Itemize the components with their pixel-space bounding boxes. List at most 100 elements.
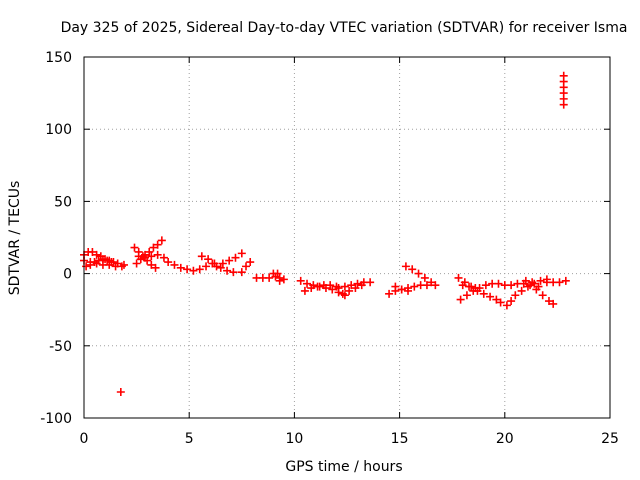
- data-point: [507, 281, 516, 290]
- x-tick-label: 20: [496, 431, 514, 447]
- data-point: [422, 281, 431, 290]
- data-point: [88, 247, 97, 256]
- data-point: [401, 262, 410, 271]
- data-point: [328, 285, 337, 294]
- data-point: [195, 265, 204, 274]
- data-point: [471, 284, 480, 293]
- data-point: [153, 240, 162, 249]
- data-point: [273, 269, 282, 278]
- data-point: [431, 281, 440, 290]
- data-point: [151, 263, 160, 272]
- chart-title: Day 325 of 2025, Sidereal Day-to-day VTE…: [61, 20, 628, 36]
- data-point: [494, 279, 503, 288]
- data-point: [404, 286, 413, 295]
- data-point: [420, 273, 429, 282]
- y-tick-label: 50: [54, 194, 72, 210]
- data-point: [107, 258, 116, 267]
- data-point: [492, 295, 501, 304]
- data-point: [544, 297, 553, 306]
- y-tick-label: 100: [45, 122, 72, 138]
- data-point: [366, 278, 375, 287]
- data-point: [559, 71, 568, 80]
- data-point: [132, 259, 141, 268]
- data-point: [534, 282, 543, 291]
- data-point: [153, 250, 162, 259]
- data-point: [307, 284, 316, 293]
- data-point: [385, 289, 394, 298]
- data-point: [170, 260, 179, 269]
- x-tick-label: 25: [601, 431, 619, 447]
- data-point: [410, 282, 419, 291]
- data-point: [183, 265, 192, 274]
- data-point: [502, 301, 511, 310]
- data-point: [145, 247, 154, 256]
- data-points: [80, 71, 570, 397]
- data-point: [82, 262, 91, 271]
- data-point: [103, 256, 112, 265]
- x-tick-label: 10: [285, 431, 303, 447]
- data-point: [507, 297, 516, 306]
- data-point: [326, 281, 335, 290]
- data-point: [353, 279, 362, 288]
- data-point: [218, 259, 227, 268]
- x-tick-label: 15: [391, 431, 409, 447]
- data-point: [237, 249, 246, 258]
- y-axis-label: SDTVAR / TECUs: [7, 181, 23, 296]
- grid-lines: [84, 57, 610, 418]
- data-point: [338, 289, 347, 298]
- data-point: [204, 255, 213, 264]
- data-point: [528, 278, 537, 287]
- data-point: [130, 243, 139, 252]
- data-point: [549, 299, 558, 308]
- data-point: [164, 258, 173, 267]
- data-point: [117, 262, 126, 271]
- data-point: [536, 276, 545, 285]
- data-point: [147, 252, 156, 261]
- data-point: [456, 295, 465, 304]
- data-point: [334, 284, 343, 293]
- data-point: [313, 282, 322, 291]
- data-point: [397, 285, 406, 294]
- plot-frame: [83, 56, 611, 419]
- data-point: [134, 252, 143, 261]
- data-point: [86, 260, 95, 269]
- data-point: [189, 266, 198, 275]
- data-point: [223, 266, 232, 275]
- data-point: [149, 243, 158, 252]
- data-point: [141, 253, 150, 262]
- data-point: [300, 286, 309, 295]
- data-point: [159, 253, 168, 262]
- data-point: [197, 252, 206, 261]
- data-point: [521, 276, 530, 285]
- data-point: [94, 256, 103, 265]
- data-point: [465, 282, 474, 291]
- data-point: [225, 256, 234, 265]
- data-point: [246, 258, 255, 267]
- x-tick-label: 0: [80, 431, 89, 447]
- data-point: [275, 276, 284, 285]
- axis-ticks: 0 5 10 15 20 25 -100 -50 0 50 100 150: [40, 50, 619, 447]
- data-point: [454, 273, 463, 282]
- data-point: [237, 268, 246, 277]
- y-tick-label: 0: [63, 267, 72, 283]
- y-tick-label: -100: [40, 411, 72, 427]
- data-point: [90, 258, 99, 267]
- data-point: [486, 292, 495, 301]
- data-point: [242, 262, 251, 271]
- data-point: [98, 255, 107, 264]
- data-point: [92, 250, 101, 259]
- data-point: [481, 281, 490, 290]
- data-point: [414, 269, 423, 278]
- data-point: [517, 286, 526, 295]
- data-point: [479, 289, 488, 298]
- data-point: [427, 278, 436, 287]
- data-point: [147, 260, 156, 269]
- data-point: [157, 236, 166, 245]
- data-point: [496, 298, 505, 307]
- data-point: [116, 388, 125, 397]
- x-tick-label: 5: [185, 431, 194, 447]
- data-point: [340, 282, 349, 291]
- data-point: [538, 291, 547, 300]
- data-point: [555, 278, 564, 287]
- data-point: [462, 291, 471, 300]
